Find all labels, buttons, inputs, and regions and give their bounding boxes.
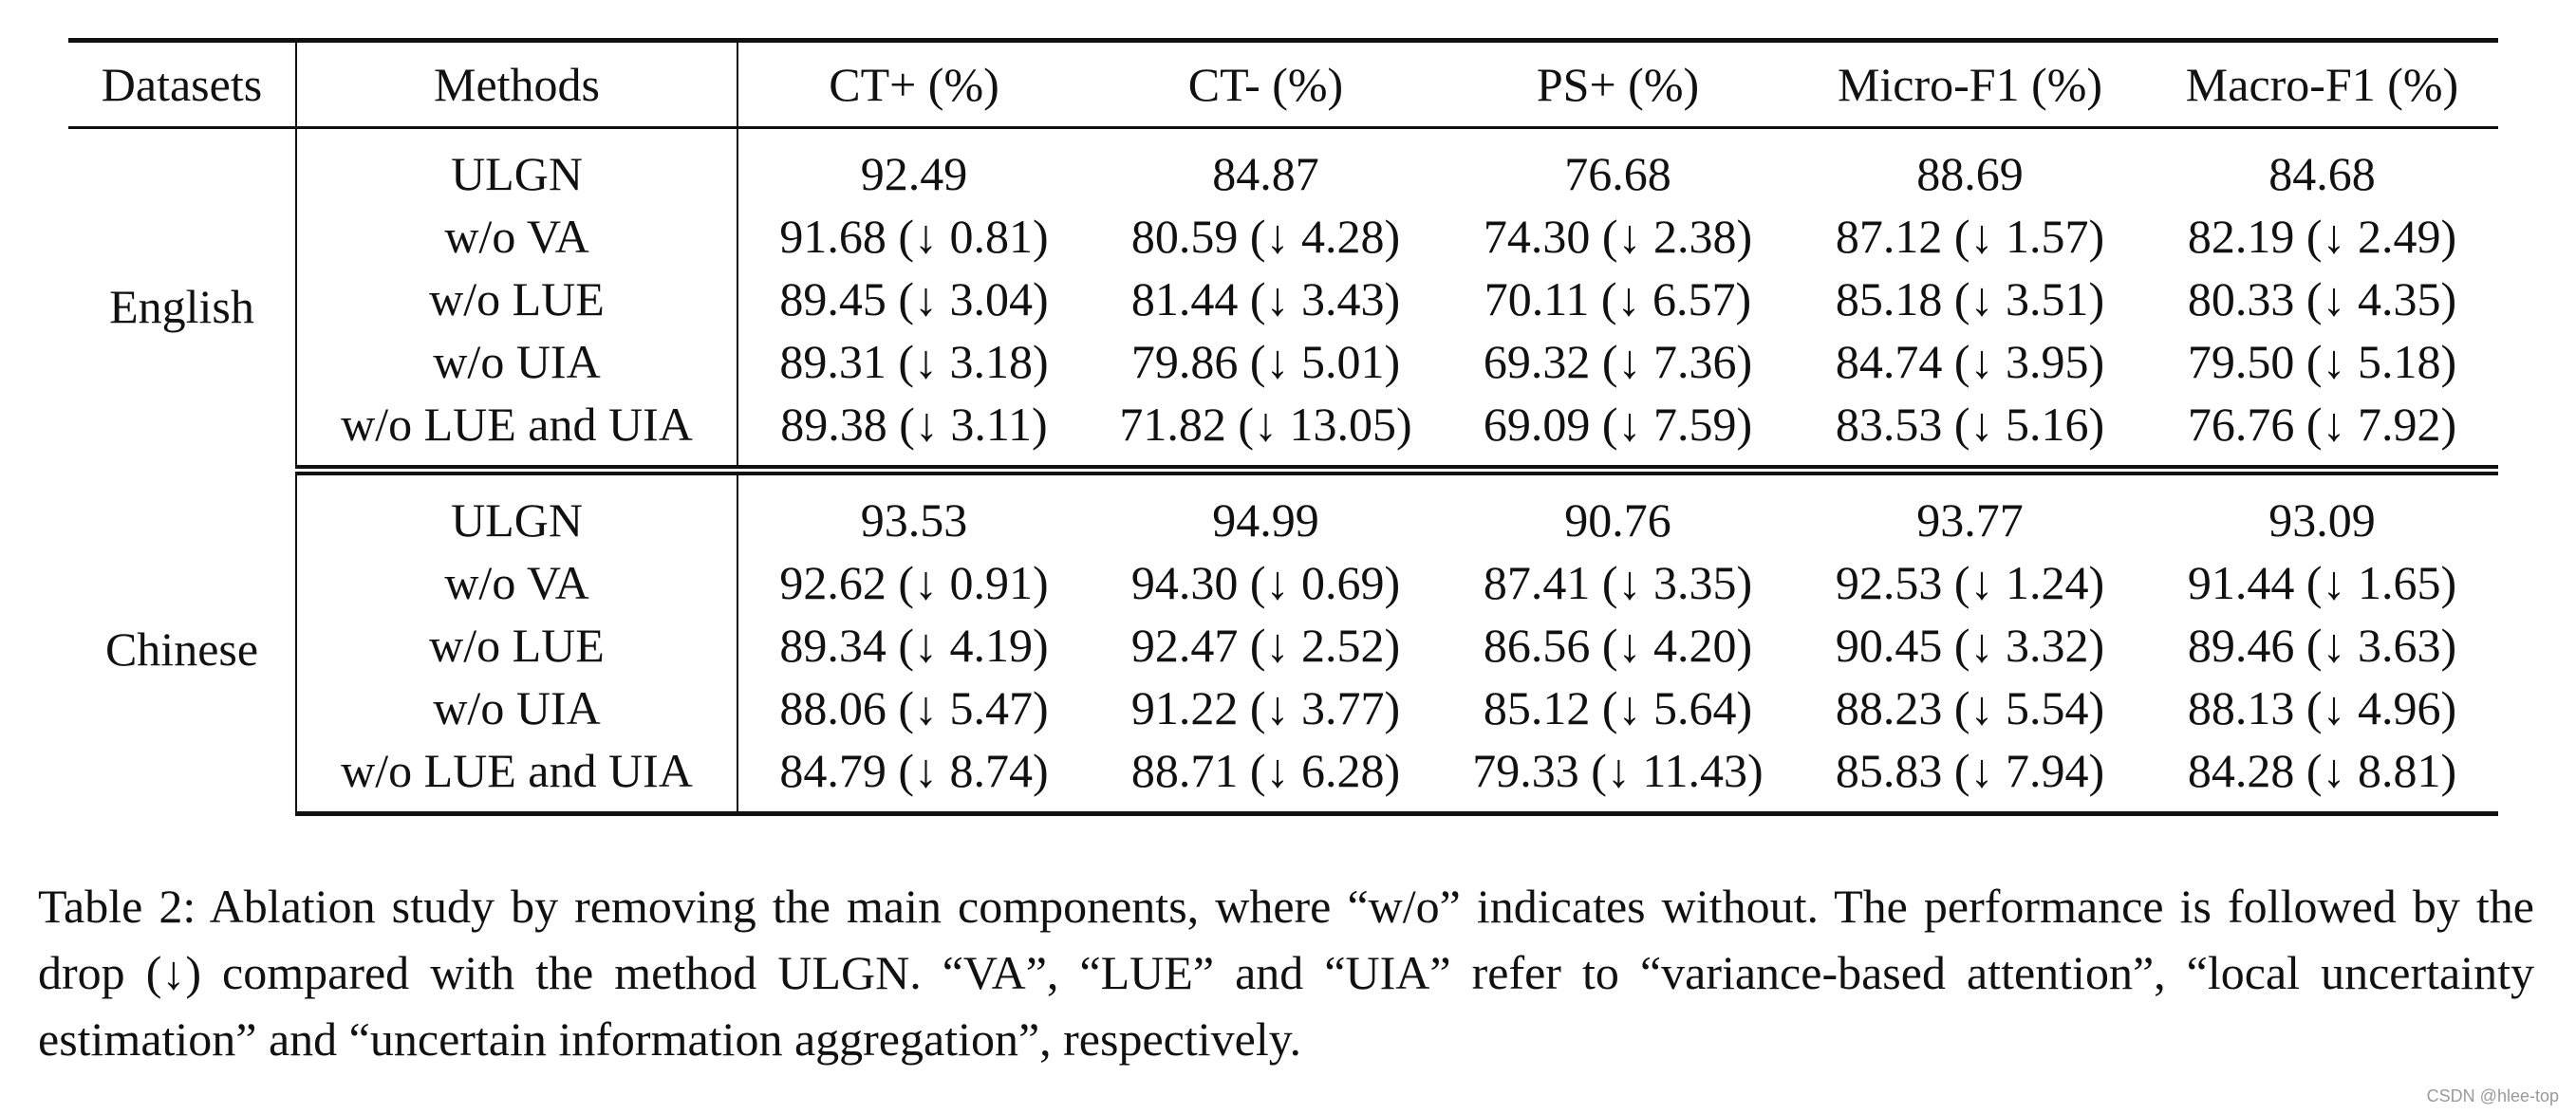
score-cell-micro-f1: 87.12 (↓ 1.57) [1835,210,2105,263]
table-row: w/o LUE 89.45 (↓ 3.04) 81.44 (↓ 3.43) 70.11… [68,268,2498,330]
method-label: ULGN [296,470,738,551]
score-cell-micro-f1: 90.45 (↓ 3.32) [1835,619,2105,672]
method-label: w/o UIA [296,330,738,393]
table-row: w/o LUE 89.34 (↓ 4.19) 92.47 (↓ 2.52) 86.56… [68,614,2498,677]
score-cell-micro-f1: 93.77 [1916,493,2024,547]
score-cell-ct-minus: 88.71 (↓ 6.28) [1090,739,1442,816]
score-cell-ps-plus: 69.09 (↓ 7.59) [1442,393,1794,475]
score-cell-micro-f1: 85.83 (↓ 7.94) [1794,739,2146,816]
method-label: ULGN [296,127,738,205]
table-body: English ULGN 92.49 84.87 76.68 88.69 84.68 w/o … [68,127,2498,816]
score-cell-macro-f1: 84.68 [2268,147,2376,200]
score-cell-ct-minus: 84.87 [1212,147,1319,200]
table-caption: Table 2: Ablation study by removing the … [38,880,2534,1066]
score-cell-ps-plus: 74.30 (↓ 2.38) [1483,210,1753,263]
header-micro-f1: Micro-F1 (%) [1794,38,2146,129]
header-methods: Methods [296,38,738,129]
header-datasets: Datasets [68,38,297,129]
table-row: Chinese ULGN 93.53 94.99 90.76 93.77 93.09 [68,470,2498,814]
method-label: w/o VA [296,205,738,268]
table-row: English ULGN 92.49 84.87 76.68 88.69 84.68 [68,127,2498,471]
score-cell-ct-plus: 84.79 (↓ 8.74) [737,739,1090,816]
score-cell-macro-f1: 89.46 (↓ 3.63) [2187,619,2457,672]
dataset-label: Chinese [68,470,297,814]
score-cell-ct-plus: 89.45 (↓ 3.04) [779,272,1049,325]
header-ct-minus: CT- (%) [1090,38,1442,129]
method-label: w/o LUE and UIA [296,393,738,475]
score-cell-ps-plus: 76.68 [1564,147,1671,200]
header-macro-f1: Macro-F1 (%) [2146,38,2498,129]
score-cell-micro-f1: 92.53 (↓ 1.24) [1835,556,2105,609]
score-cell-ct-plus: 89.31 (↓ 3.18) [779,335,1049,388]
watermark: CSDN @hlee-top [2426,1086,2559,1105]
score-cell-ct-minus: 92.47 (↓ 2.52) [1130,619,1401,672]
score-cell-ct-plus: 91.68 (↓ 0.81) [779,210,1049,263]
score-cell-ct-minus: 94.30 (↓ 0.69) [1130,556,1401,609]
score-cell-ct-plus: 93.53 [860,493,968,547]
score-cell-micro-f1: 88.23 (↓ 5.54) [1835,681,2105,734]
score-cell-ps-plus: 90.76 [1564,493,1671,547]
header-ct-plus: CT+ (%) [737,38,1090,129]
score-cell-macro-f1: 79.50 (↓ 5.18) [2187,335,2457,388]
table-row: w/o UIA 88.06 (↓ 5.47) 91.22 (↓ 3.77) 85.12… [68,677,2498,739]
score-cell-macro-f1: 76.76 (↓ 7.92) [2146,393,2498,475]
table-row: w/o VA 91.68 (↓ 0.81) 80.59 (↓ 4.28) 74.30 … [68,205,2498,268]
score-cell-macro-f1: 84.28 (↓ 8.81) [2146,739,2498,816]
score-cell-macro-f1: 88.13 (↓ 4.96) [2187,681,2457,734]
score-cell-ct-minus: 71.82 (↓ 13.05) [1090,393,1442,475]
score-cell-ps-plus: 85.12 (↓ 5.64) [1483,681,1753,734]
score-cell-ct-plus: 92.49 [860,147,968,200]
score-cell-ps-plus: 69.32 (↓ 7.36) [1483,335,1753,388]
score-cell-macro-f1: 91.44 (↓ 1.65) [2187,556,2457,609]
score-cell-ct-plus: 88.06 (↓ 5.47) [779,681,1049,734]
ablation-table: Datasets Methods CT+ (%) CT- (%) PS+ (%)… [68,38,2498,816]
score-cell-micro-f1: 88.69 [1916,147,2024,200]
method-label: w/o UIA [296,677,738,739]
score-cell-ps-plus: 79.33 (↓ 11.43) [1442,739,1794,816]
method-label: w/o LUE [296,614,738,677]
score-cell-micro-f1: 85.18 (↓ 3.51) [1835,272,2105,325]
dataset-label: English [68,127,297,471]
score-cell-ct-plus: 89.34 (↓ 4.19) [779,619,1049,672]
score-cell-ct-minus: 79.86 (↓ 5.01) [1130,335,1401,388]
score-cell-ps-plus: 70.11 (↓ 6.57) [1484,272,1752,325]
score-cell-macro-f1: 93.09 [2268,493,2376,547]
method-label: w/o VA [296,551,738,614]
table-header-row: Datasets Methods CT+ (%) CT- (%) PS+ (%)… [68,38,2498,129]
score-cell-ct-minus: 80.59 (↓ 4.28) [1130,210,1401,263]
table-row: w/o UIA 89.31 (↓ 3.18) 79.86 (↓ 5.01) 69.32… [68,330,2498,393]
header-ps-plus: PS+ (%) [1442,38,1794,129]
score-cell-ct-plus: 92.62 (↓ 0.91) [779,556,1049,609]
method-label: w/o LUE [296,268,738,330]
table-row: w/o VA 92.62 (↓ 0.91) 94.30 (↓ 0.69) 87.41 … [68,551,2498,614]
method-label: w/o LUE and UIA [296,739,738,816]
score-cell-ct-minus: 91.22 (↓ 3.77) [1130,681,1401,734]
score-cell-micro-f1: 84.74 (↓ 3.95) [1835,335,2105,388]
score-cell-ct-minus: 94.99 [1212,493,1319,547]
score-cell-micro-f1: 83.53 (↓ 5.16) [1794,393,2146,475]
score-cell-ps-plus: 87.41 (↓ 3.35) [1483,556,1753,609]
ablation-table-container: Datasets Methods CT+ (%) CT- (%) PS+ (%)… [68,38,2498,816]
table-row: w/o LUE and UIA 89.38 (↓ 3.11) 71.82 (↓ 13… [68,393,2498,475]
score-cell-ps-plus: 86.56 (↓ 4.20) [1483,619,1753,672]
score-cell-macro-f1: 80.33 (↓ 4.35) [2187,272,2457,325]
score-cell-macro-f1: 82.19 (↓ 2.49) [2187,210,2457,263]
score-cell-ct-plus: 89.38 (↓ 3.11) [737,393,1090,475]
table-row: w/o LUE and UIA 84.79 (↓ 8.74) 88.71 (↓ 6.… [68,739,2498,816]
score-cell-ct-minus: 81.44 (↓ 3.43) [1130,272,1401,325]
